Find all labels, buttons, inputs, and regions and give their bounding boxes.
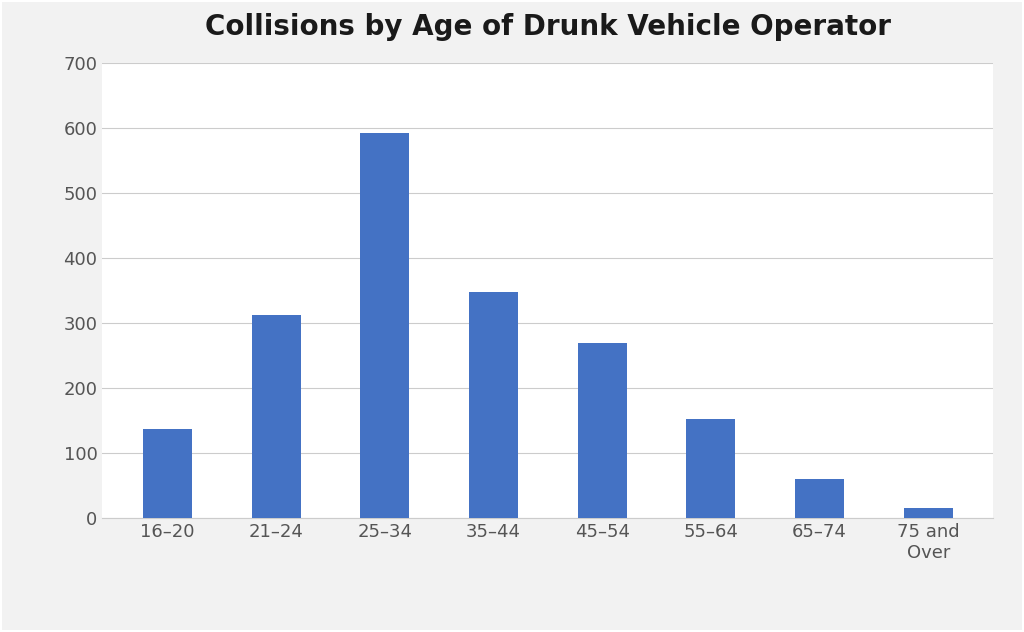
Bar — [360, 133, 410, 518]
Bar — [143, 428, 191, 518]
Bar — [904, 509, 952, 518]
Bar — [252, 315, 300, 518]
Bar — [686, 419, 735, 518]
Bar — [578, 343, 627, 518]
Bar — [469, 292, 518, 518]
Title: Collisions by Age of Drunk Vehicle Operator: Collisions by Age of Drunk Vehicle Opera… — [205, 13, 891, 42]
Bar — [796, 479, 844, 518]
